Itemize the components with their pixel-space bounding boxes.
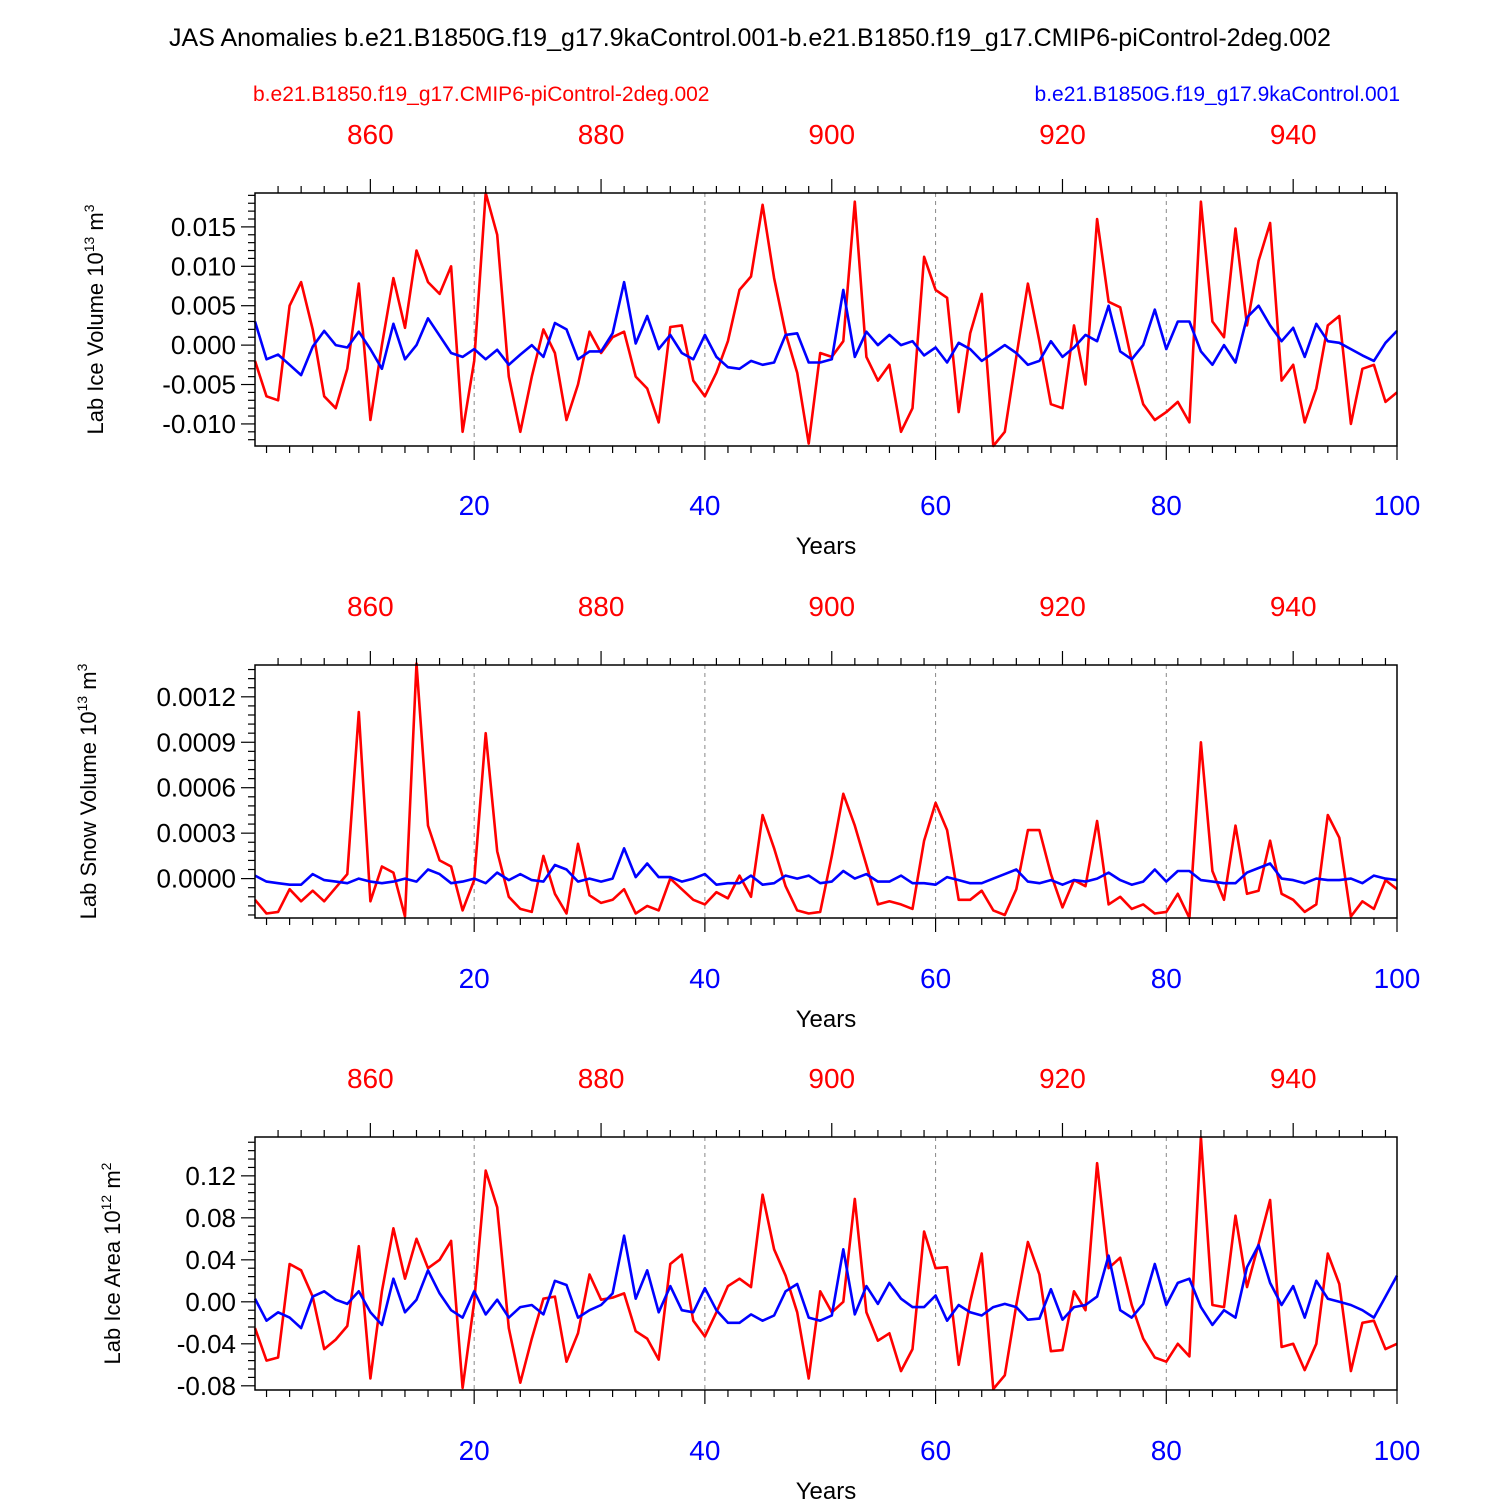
x-tick-label: 80 [1151,1435,1182,1466]
panel-1: 20 40 60 80 100 860 880 900 920 940 0.015 0.010 0.00… [81,119,1420,560]
plot-frame [254,1136,1398,1391]
series-blue-line [253,280,1398,377]
series-red-line [254,662,1398,920]
top-tick-label: 880 [578,591,625,622]
x-tick-label: 60 [920,963,951,994]
y-tick-label: -0.010 [162,409,236,439]
x-tick-label: 60 [920,490,951,521]
top-tick-label: 900 [808,591,855,622]
top-tick-label: 900 [808,119,855,150]
x-tick-label: 60 [920,1435,951,1466]
y-axis-label: Lab Ice Area 1012 m2 [98,1162,125,1364]
x-tick-label: 40 [689,963,720,994]
top-tick-label: 860 [347,119,394,150]
x-axis-label: Years [796,533,857,560]
top-tick-label: 920 [1039,1063,1086,1094]
y-tick-label: 0.015 [171,212,236,242]
x-tick-label: 80 [1151,490,1182,521]
y-tick-label: -0.08 [177,1371,236,1401]
top-tick-label: 860 [347,591,394,622]
y-tick-label: 0.08 [185,1203,236,1233]
x-axis-label: Years [796,1478,857,1500]
x-tick-label: 40 [689,1435,720,1466]
plot-frame [254,664,1398,919]
series-red-line [253,1135,1398,1391]
top-tick-label: 920 [1039,119,1086,150]
y-tick-label: -0.005 [162,370,236,400]
y-axis-label: Lab Snow Volume 1013 m3 [74,663,101,919]
series-blue-line [253,1234,1399,1330]
chart-panels: 20 40 60 80 100 860 880 900 920 940 0.015 0.010 0.00… [74,119,1420,1500]
y-tick-label: 0.04 [185,1245,236,1275]
y-tick-label: 0.00 [185,1287,236,1317]
top-tick-label: 860 [347,1063,394,1094]
figure-title: JAS Anomalies b.e21.B1850G.f19_g17.9kaCo… [169,24,1331,52]
series-blue-line [254,846,1398,887]
top-tick-label: 920 [1039,591,1086,622]
y-axis-label: Lab Ice Volume 1013 m3 [81,204,108,434]
plot-frame [254,192,1398,447]
y-tick-label: 0.005 [171,291,236,321]
y-tick-label: 0.0000 [156,864,236,894]
y-tick-label: 0.0012 [156,682,236,712]
x-tick-label: 100 [1374,963,1421,994]
panel-3: 20 40 60 80 100 860 880 900 920 940 0.12 0.08 0.04 0.… [98,1063,1420,1500]
top-tick-label: 940 [1270,591,1317,622]
top-tick-label: 880 [578,1063,625,1094]
y-tick-label: -0.04 [177,1329,236,1359]
x-axis-label: Years [796,1006,857,1033]
y-tick-label: 0.010 [171,251,236,281]
y-tick-label: 0.0006 [156,773,236,803]
y-tick-label: 0.0003 [156,818,236,848]
y-tick-label: 0.0009 [156,727,236,757]
top-tick-label: 940 [1270,1063,1317,1094]
top-tick-label: 900 [808,1063,855,1094]
x-tick-label: 20 [459,490,490,521]
x-tick-label: 20 [459,963,490,994]
panel-2: 20 40 60 80 100 860 880 900 920 940 0.0012 0.0009 0.… [74,591,1420,1033]
x-tick-label: 20 [459,1435,490,1466]
y-tick-label: 0.000 [171,330,236,360]
x-tick-label: 100 [1374,1435,1421,1466]
legend-label-red: b.e21.B1850.f19_g17.CMIP6-piControl-2deg… [253,83,709,106]
x-tick-label: 40 [689,490,720,521]
series-red-line [253,191,1398,448]
legend-label-blue: b.e21.B1850G.f19_g17.9kaControl.001 [1035,83,1400,106]
x-tick-label: 80 [1151,963,1182,994]
top-tick-label: 940 [1270,119,1317,150]
top-tick-label: 880 [578,119,625,150]
y-tick-label: 0.12 [185,1161,236,1191]
x-tick-label: 100 [1374,490,1421,521]
